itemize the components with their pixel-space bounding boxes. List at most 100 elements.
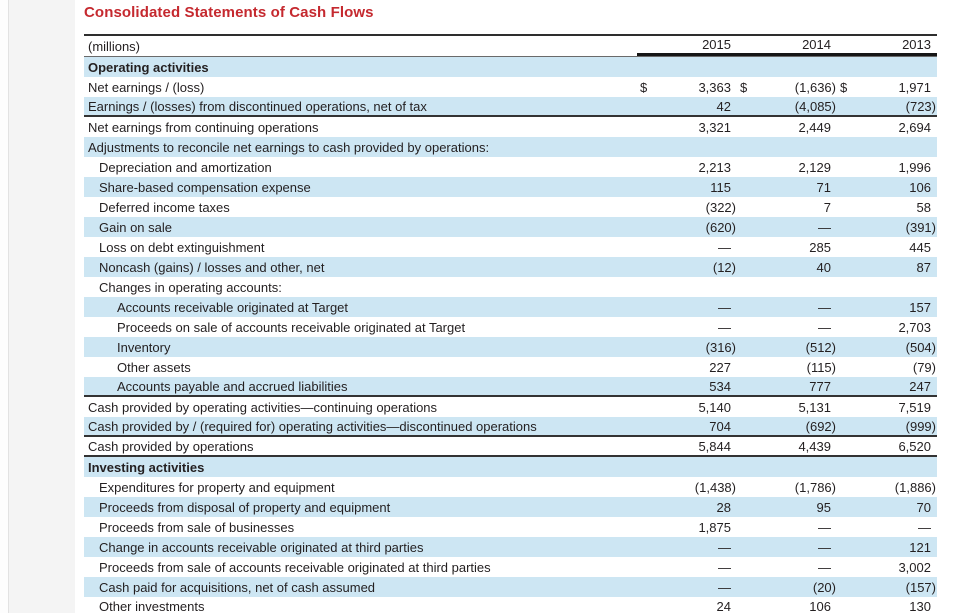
value-2015: (12): [712, 259, 736, 275]
row-label: Net earnings from continuing operations: [88, 119, 319, 135]
value-2015: 1,875: [698, 519, 731, 535]
row-values: 2,213 2,129 1,996: [637, 157, 937, 177]
value-2013: 7,519: [898, 399, 931, 415]
row-values: (12) 40 87: [637, 257, 937, 277]
value-cell-2014: (512): [737, 337, 837, 357]
row-values: (322) 7 58: [637, 197, 937, 217]
value-2013: 247: [909, 378, 931, 394]
value-2014: (692): [805, 418, 836, 434]
value-cell-2013: 3,002: [837, 557, 937, 577]
row-values: — (20) (157): [637, 577, 937, 597]
value-cell-2014: (115): [737, 357, 837, 377]
row-values: — — 3,002: [637, 557, 937, 577]
value-2015: —: [718, 319, 731, 335]
value-2014: 5,131: [798, 399, 831, 415]
table-row: Proceeds from disposal of property and e…: [84, 497, 937, 517]
value-cell-2013: 445: [837, 237, 937, 257]
value-2015: (322): [705, 199, 736, 215]
value-2013: —: [918, 519, 931, 535]
value-cell-2015: —: [637, 577, 737, 597]
value-cell-2015: 5,140: [637, 397, 737, 417]
value-cell-2014: —: [737, 517, 837, 537]
dollar-sign: $: [640, 79, 648, 95]
value-2015: (620): [705, 219, 736, 235]
value-2014: (1,786): [794, 479, 836, 495]
row-values: 5,140 5,131 7,519: [637, 397, 937, 417]
row-label: Proceeds on sale of accounts receivable …: [117, 319, 466, 335]
table-row: Changes in operating accounts:: [84, 277, 937, 297]
table-row: Deferred income taxes (322) 7: [84, 197, 937, 217]
value-cell-2015: $ 3,363: [637, 77, 737, 97]
value-cell-2013: (391): [837, 217, 937, 237]
row-label: Change in accounts receivable originated…: [99, 539, 424, 555]
value-cell-2013: 247: [837, 377, 937, 395]
row-values: [637, 457, 937, 477]
row-label: Cash provided by / (required for) operat…: [88, 418, 537, 434]
value-2013: 445: [909, 239, 931, 255]
table-row: Gain on sale (620) —: [84, 217, 937, 237]
value-cell-2015: 534: [637, 377, 737, 395]
value-2015: (316): [705, 339, 736, 355]
table-row: Noncash (gains) / losses and other, net …: [84, 257, 937, 277]
value-cell-2014: —: [737, 557, 837, 577]
value-cell-2013: 157: [837, 297, 937, 317]
viewer-edge: [0, 0, 8, 613]
value-cell-2015: 227: [637, 357, 737, 377]
value-cell-2014: 2,449: [737, 117, 837, 137]
value-2015: —: [718, 579, 731, 595]
row-label: Noncash (gains) / losses and other, net: [99, 259, 325, 275]
value-cell-2015: (620): [637, 217, 737, 237]
value-cell-2013: [837, 137, 937, 157]
row-label: Inventory: [117, 339, 171, 355]
value-2013: (391): [905, 219, 936, 235]
value-2013: 70: [916, 499, 931, 515]
value-2015: 534: [709, 378, 731, 394]
row-label: Accounts payable and accrued liabilities: [117, 378, 348, 394]
value-2014: 95: [816, 499, 831, 515]
row-values: — — 121: [637, 537, 937, 557]
table-row: Cash provided by operating activities—co…: [84, 397, 937, 417]
value-cell-2014: [737, 277, 837, 297]
row-label: Operating activities: [88, 59, 209, 75]
value-cell-2015: —: [637, 237, 737, 257]
value-cell-2014: —: [737, 317, 837, 337]
value-2014: —: [818, 299, 831, 315]
value-cell-2015: 24: [637, 597, 737, 613]
value-cell-2014: (20): [737, 577, 837, 597]
row-values: $ 3,363 $ (1,636) $ 1,971: [637, 77, 937, 97]
value-2014: (4,085): [794, 98, 836, 114]
table-row: Proceeds from sale of businesses 1,875 —: [84, 517, 937, 537]
value-cell-2014: 2,129: [737, 157, 837, 177]
value-2014: (115): [806, 359, 836, 375]
value-2013: (1,886): [894, 479, 936, 495]
value-2014: 4,439: [798, 438, 831, 454]
value-2015: 24: [716, 598, 731, 613]
row-label: Other assets: [117, 359, 191, 375]
value-cell-2015: (322): [637, 197, 737, 217]
table-body: Operating activities: [84, 57, 937, 613]
value-cell-2014: 4,439: [737, 437, 837, 455]
value-2013: 1,971: [898, 79, 931, 95]
value-2015: 3,363: [698, 79, 731, 95]
row-values: 534 777 247: [637, 377, 937, 395]
value-2014: —: [818, 519, 831, 535]
row-values: 1,875 — —: [637, 517, 937, 537]
row-values: 24 106 130: [637, 597, 937, 613]
value-2015: 5,140: [698, 399, 731, 415]
value-2014: 777: [809, 378, 831, 394]
value-cell-2014: —: [737, 297, 837, 317]
row-label: Gain on sale: [99, 219, 172, 235]
row-label: Proceeds from sale of businesses: [99, 519, 295, 535]
row-label: Net earnings / (loss): [88, 79, 205, 95]
table-row: Investing activities: [84, 457, 937, 477]
value-2014: 7: [823, 199, 831, 215]
row-values: (316) (512) (504): [637, 337, 937, 357]
value-cell-2013: (79): [837, 357, 937, 377]
value-cell-2013: 2,694: [837, 117, 937, 137]
table-row: Other investments 24 106: [84, 597, 937, 613]
value-cell-2015: 115: [637, 177, 737, 197]
value-cell-2014: 71: [737, 177, 837, 197]
table-header-row: (millions) 2015 2014 2013: [84, 36, 937, 57]
value-2013: (157): [905, 579, 936, 595]
row-label: Share-based compensation expense: [99, 179, 311, 195]
